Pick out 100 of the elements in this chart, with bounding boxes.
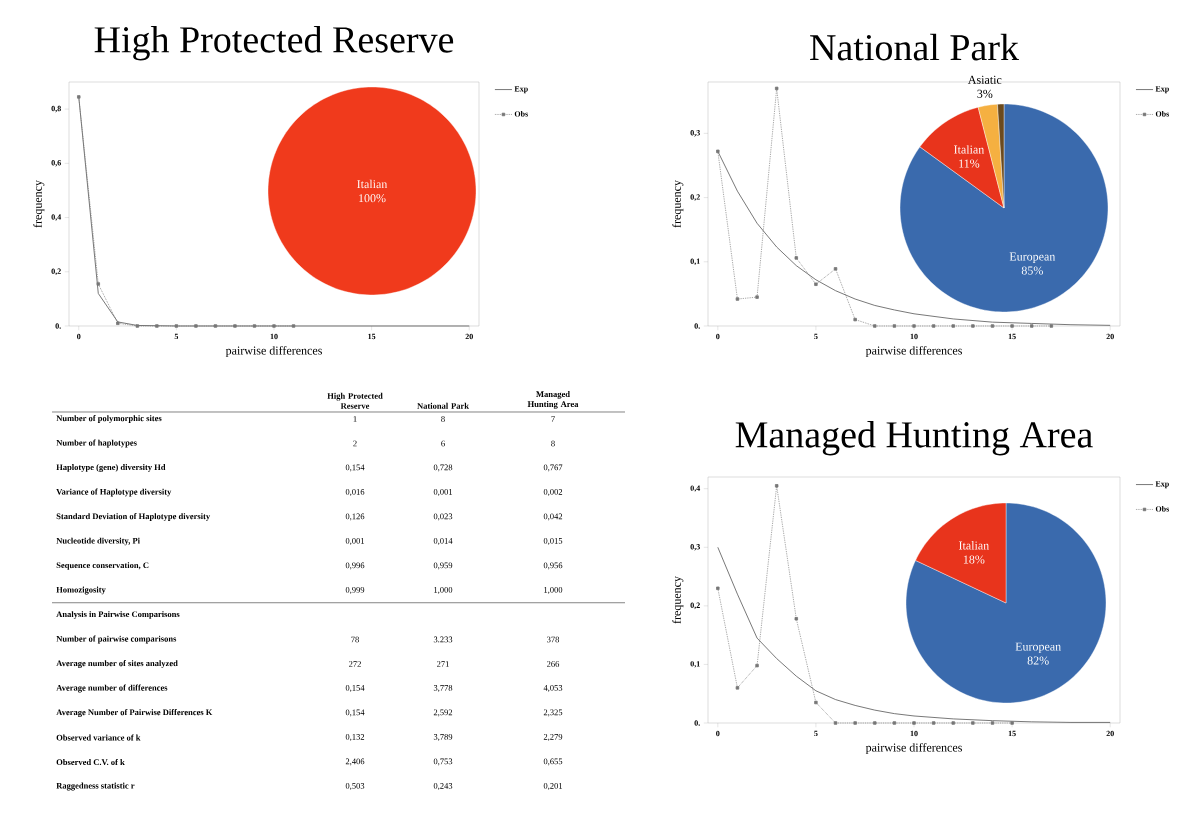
x-axis-title: pairwise differences (865, 346, 962, 358)
y-axis-title: frequency (672, 180, 684, 228)
category-label: Sequence conservation, C (56, 562, 149, 570)
text: 0,753 (433, 758, 453, 766)
text: 0,728 (433, 464, 453, 472)
category-label: Standard Deviation of Haplotype diversity (56, 513, 211, 521)
x-tick-label: 15 (368, 333, 376, 340)
y-tick-label: 0,3 (690, 544, 700, 551)
category-label: Number of haplotypes (56, 439, 137, 448)
chart-title: High Protected Reserve (94, 25, 454, 61)
text: 2,406 (345, 758, 365, 766)
text: 1,000 (544, 587, 563, 594)
legend-label: Obs (1155, 110, 1170, 117)
x-tick-label: 0 (77, 333, 81, 340)
text: 4,053 (543, 685, 563, 692)
category-label: Variance of Haplotype diversity (56, 488, 172, 497)
text: 0,001 (345, 538, 365, 545)
y-tick-label: 0,3 (690, 130, 700, 137)
x-tick-label: 20 (465, 333, 473, 340)
y-tick-label: 0,2 (51, 268, 61, 276)
x-tick-label: 20 (1106, 333, 1114, 340)
text: 266 (547, 661, 560, 667)
x-tick-label: 15 (1008, 333, 1016, 340)
text: 6 (441, 440, 445, 447)
text: 0,023 (433, 513, 453, 521)
text: 1 (353, 416, 357, 422)
data-label: 100% (359, 194, 386, 203)
x-axis-title: pairwise differences (225, 346, 322, 358)
data-label: 3% (977, 89, 993, 98)
legend-label: Obs (1155, 505, 1170, 512)
text: 0,201 (543, 783, 563, 790)
y-tick-label: 0. (55, 323, 61, 329)
chart-title: National Park (810, 33, 1019, 61)
legend-label: Exp (514, 86, 528, 94)
text: 0,042 (543, 513, 563, 521)
text: 0,016 (345, 489, 365, 496)
y-tick-label: 0,2 (690, 602, 700, 610)
text: 0,014 (433, 538, 453, 545)
category-label: National Park (417, 402, 469, 409)
data-label: 11% (959, 159, 980, 168)
slice-label: Italian (954, 145, 985, 154)
text: 0,959 (433, 562, 453, 570)
slice-label: Asiatic (967, 75, 1002, 84)
category-label: Observed variance of k (56, 734, 141, 741)
y-axis-title: frequency (33, 180, 45, 228)
y-tick-label: 0,1 (690, 258, 700, 266)
category-label: Haplotype (gene) diversity Hd (56, 464, 166, 472)
text: 0,132 (345, 734, 365, 741)
text: 2,325 (543, 709, 563, 717)
text: 2,279 (543, 734, 563, 741)
x-tick-label: 10 (910, 333, 918, 340)
text: 7 (551, 416, 555, 422)
slice-label: Italian (357, 179, 388, 189)
text: 8 (551, 440, 555, 447)
text: 272 (349, 661, 361, 667)
x-axis-title: pairwise differences (865, 743, 962, 755)
y-tick-label: 0,6 (51, 160, 61, 167)
legend-label: Exp (1155, 481, 1169, 489)
category-label: Raggedness statistic r (56, 782, 135, 791)
data-label: 82% (1027, 656, 1049, 665)
category-label: Number of pairwise comparisons (56, 635, 177, 644)
category-label: High Protected Reserve (327, 392, 383, 409)
slice-label: European (1015, 642, 1061, 654)
category-label: Average number of differences (56, 684, 168, 693)
text: 0,956 (543, 562, 563, 570)
data-label: 85% (1021, 266, 1043, 275)
chart-title: Managed Hunting Area (735, 420, 1093, 456)
y-tick-label: 0,2 (690, 194, 700, 201)
x-tick-label: 5 (814, 333, 818, 340)
category-label: Number of polymorphic sites (56, 415, 162, 423)
text: 271 (437, 661, 449, 667)
x-tick-label: 5 (814, 730, 818, 737)
category-label: Managed Hunting Area (527, 391, 579, 409)
text: 1,000 (434, 587, 453, 594)
text: 0,001 (433, 489, 453, 496)
category-label: Nucleotide diversity, Pi (56, 537, 140, 546)
category-label: Average Number of Pairwise Differences K (56, 709, 213, 717)
text: 0,154 (345, 464, 365, 472)
text: 2,592 (433, 709, 453, 717)
text: 3,789 (433, 734, 453, 741)
category-label: Average number of sites analyzed (56, 660, 178, 668)
text: 0,243 (433, 783, 453, 790)
category-label: Homozigosity (56, 586, 106, 595)
text: 0,503 (345, 783, 365, 790)
text: 2 (353, 440, 357, 447)
text: 0,002 (543, 489, 563, 496)
legend-label: Obs (514, 110, 528, 117)
y-tick-label: 0. (694, 720, 700, 726)
text: 0,154 (345, 709, 365, 717)
slice-label: Italian (958, 541, 990, 550)
y-tick-label: 0,1 (690, 661, 700, 668)
text: 8 (441, 416, 445, 422)
text: 3,778 (433, 685, 453, 692)
text: 378 (547, 636, 560, 643)
y-axis-title: frequency (672, 576, 684, 624)
category-label: Observed C.V. of k (56, 758, 125, 766)
text: 0,126 (345, 513, 365, 521)
slice-label: European (1009, 252, 1056, 263)
text: 0,154 (345, 685, 365, 692)
text: 0,999 (345, 587, 365, 594)
